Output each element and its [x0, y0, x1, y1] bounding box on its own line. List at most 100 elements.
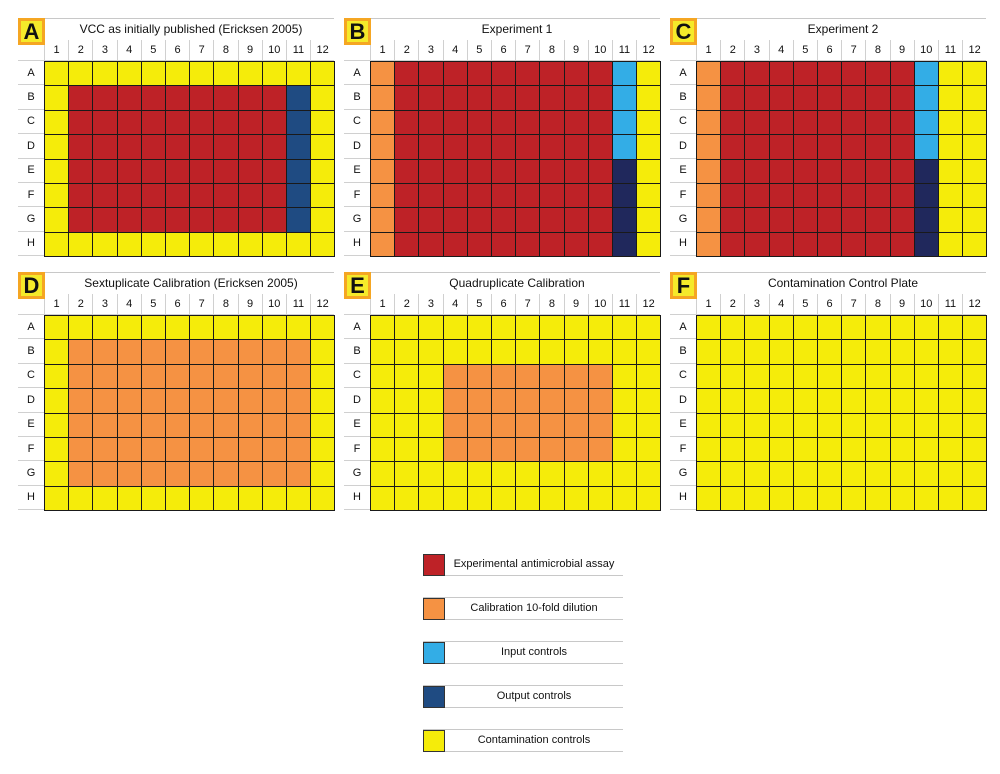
column-header: 8 — [865, 294, 890, 315]
well-H12 — [636, 231, 662, 258]
well-A6 — [816, 61, 843, 87]
well-G6 — [816, 207, 843, 233]
well-F7 — [515, 436, 541, 463]
well-F2 — [394, 182, 420, 209]
well-F1 — [696, 182, 722, 209]
well-D6 — [164, 134, 191, 160]
well-G8 — [865, 461, 891, 487]
well-D9 — [237, 388, 263, 414]
column-header: 3 — [92, 294, 117, 315]
well-B6 — [164, 339, 191, 365]
row-header: C — [344, 110, 370, 135]
well-B10 — [261, 339, 287, 365]
well-F12 — [636, 182, 662, 209]
column-header: 8 — [213, 40, 238, 61]
well-C12 — [962, 363, 988, 390]
well-H6 — [164, 231, 191, 258]
column-header: 7 — [841, 294, 866, 315]
well-F4 — [116, 182, 142, 209]
well-G7 — [841, 461, 867, 487]
well-A10 — [261, 61, 287, 87]
well-A4 — [442, 61, 468, 87]
row-header: F — [344, 437, 370, 462]
well-G6 — [490, 461, 517, 487]
row-header: F — [670, 437, 696, 462]
well-D6 — [164, 388, 191, 414]
row-header: D — [18, 388, 44, 413]
column-header: 1 — [370, 40, 395, 61]
well-B11 — [285, 339, 312, 365]
well-E4 — [442, 412, 468, 438]
row-header: E — [18, 159, 44, 183]
well-A8 — [213, 315, 239, 341]
well-F1 — [696, 436, 722, 463]
well-F3 — [92, 436, 118, 463]
column-header: 3 — [92, 40, 117, 61]
well-G5 — [466, 207, 492, 233]
well-G3 — [92, 461, 118, 487]
well-C10 — [587, 109, 613, 136]
row-header: G — [670, 461, 696, 486]
well-H7 — [841, 485, 867, 512]
well-H9 — [237, 485, 263, 512]
well-D12 — [962, 134, 988, 160]
row-header: H — [344, 232, 370, 257]
well-C10 — [913, 109, 939, 136]
column-header: 7 — [841, 40, 866, 61]
well-E11 — [937, 412, 964, 438]
well-B11 — [285, 85, 312, 111]
well-H4 — [442, 485, 468, 512]
well-D3 — [744, 134, 770, 160]
well-F2 — [68, 182, 94, 209]
panel-title: Experiment 1 — [481, 22, 553, 36]
well-F9 — [889, 436, 915, 463]
column-header: 5 — [466, 294, 491, 315]
column-header: 3 — [744, 40, 769, 61]
well-D8 — [213, 134, 239, 160]
well-B12 — [962, 85, 988, 111]
panel-label: C — [670, 18, 697, 45]
well-B3 — [418, 85, 444, 111]
row-header: A — [344, 61, 370, 86]
well-B4 — [768, 85, 794, 111]
well-D9 — [889, 388, 915, 414]
well-A5 — [792, 61, 818, 87]
well-C9 — [237, 109, 263, 136]
row-header: E — [670, 413, 696, 437]
well-C6 — [164, 363, 191, 390]
well-E2 — [720, 412, 746, 438]
well-F12 — [962, 436, 988, 463]
well-B9 — [889, 85, 915, 111]
well-A5 — [140, 61, 166, 87]
well-G8 — [539, 461, 565, 487]
legend-spacer — [423, 708, 623, 730]
well-H11 — [937, 231, 964, 258]
well-C8 — [213, 363, 239, 390]
well-F12 — [310, 436, 336, 463]
well-F11 — [611, 436, 638, 463]
well-C2 — [394, 363, 420, 390]
panel-title: VCC as initially published (Ericksen 200… — [79, 22, 303, 36]
well-E12 — [636, 158, 662, 184]
well-H5 — [466, 485, 492, 512]
well-C1 — [370, 109, 396, 136]
well-A2 — [720, 315, 746, 341]
well-D6 — [490, 134, 517, 160]
well-E12 — [962, 412, 988, 438]
well-G5 — [792, 461, 818, 487]
well-H4 — [442, 231, 468, 258]
well-C3 — [744, 363, 770, 390]
well-D10 — [587, 134, 613, 160]
well-E10 — [913, 158, 939, 184]
well-G9 — [889, 207, 915, 233]
column-header: 3 — [418, 294, 443, 315]
well-G4 — [768, 207, 794, 233]
well-B5 — [792, 339, 818, 365]
column-header: 6 — [490, 294, 516, 315]
column-header: 1 — [44, 294, 69, 315]
well-H10 — [913, 231, 939, 258]
row-header: G — [670, 207, 696, 232]
well-E4 — [116, 412, 142, 438]
well-F8 — [865, 436, 891, 463]
well-D1 — [370, 134, 396, 160]
